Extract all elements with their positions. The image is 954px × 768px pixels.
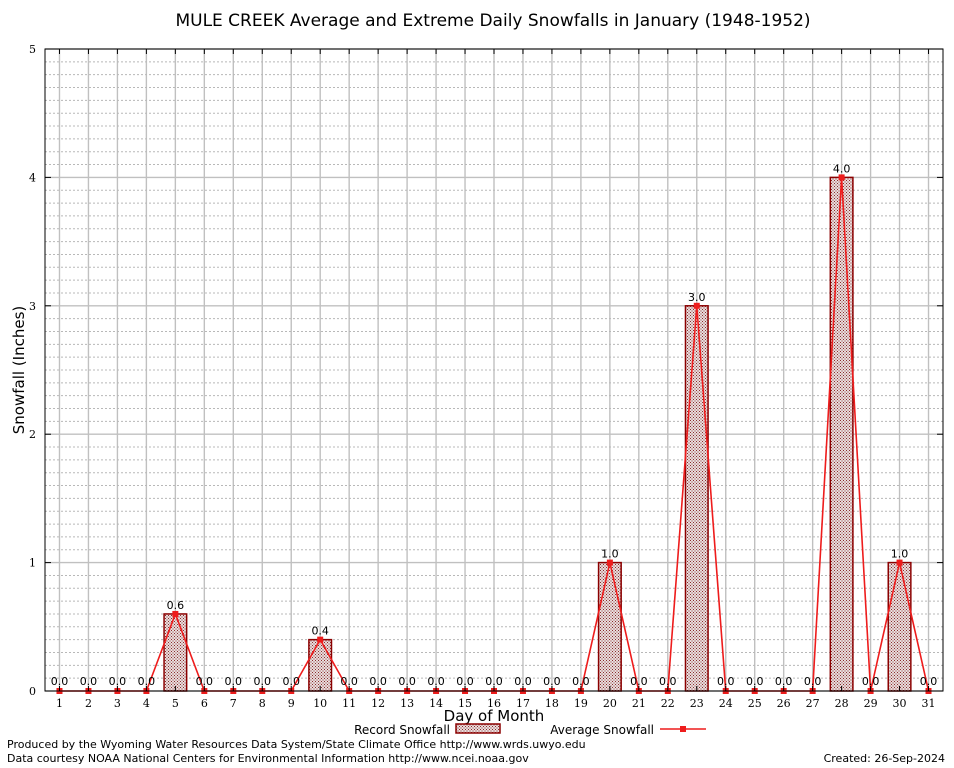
x-tick-label: 31 bbox=[922, 697, 936, 710]
footer-data-courtesy: Data courtesy NOAA National Centers for … bbox=[7, 752, 529, 765]
x-tick-label: 14 bbox=[429, 697, 443, 710]
y-tick-label: 3 bbox=[29, 300, 36, 313]
x-tick-label: 2 bbox=[85, 697, 92, 710]
record-bar bbox=[829, 176, 854, 692]
data-label: 0.0 bbox=[427, 675, 445, 688]
x-tick-label: 28 bbox=[835, 697, 849, 710]
x-tick-label: 9 bbox=[288, 697, 295, 710]
data-label: 3.0 bbox=[688, 291, 706, 304]
record-bar bbox=[597, 561, 622, 692]
legend-average-marker bbox=[680, 726, 686, 732]
x-tick-label: 5 bbox=[172, 697, 179, 710]
grid bbox=[45, 48, 943, 692]
x-axis-ticks: 1 2 3 4 5 6 7 8 9 10 11 12 13 14 15 16 17 18 19 20 21 22 23 24 2… bbox=[56, 49, 936, 710]
x-tick-label: 13 bbox=[400, 697, 414, 710]
data-label: 0.0 bbox=[572, 675, 590, 688]
y-tick-label: 4 bbox=[29, 171, 36, 184]
data-label: 0.0 bbox=[920, 675, 938, 688]
record-bar bbox=[308, 638, 333, 692]
data-label: 0.0 bbox=[369, 675, 387, 688]
x-tick-label: 27 bbox=[806, 697, 820, 710]
x-tick-label: 21 bbox=[632, 697, 646, 710]
data-label: 0.0 bbox=[398, 675, 416, 688]
x-tick-label: 24 bbox=[719, 697, 733, 710]
data-label: 0.0 bbox=[746, 675, 764, 688]
data-label: 0.0 bbox=[804, 675, 822, 688]
x-tick-label: 6 bbox=[201, 697, 208, 710]
data-label: 0.0 bbox=[543, 675, 561, 688]
data-label: 0.0 bbox=[196, 675, 214, 688]
x-tick-label: 17 bbox=[516, 697, 530, 710]
data-label: 4.0 bbox=[833, 162, 851, 175]
y-tick-label: 0 bbox=[29, 685, 36, 698]
x-tick-label: 26 bbox=[777, 697, 791, 710]
x-tick-label: 19 bbox=[574, 697, 588, 710]
data-label: 0.0 bbox=[254, 675, 272, 688]
x-tick-label: 20 bbox=[603, 697, 617, 710]
x-tick-label: 11 bbox=[342, 697, 356, 710]
data-label: 0.0 bbox=[775, 675, 793, 688]
x-tick-label: 1 bbox=[56, 697, 63, 710]
data-labels: 0.0 0.0 0.0 0.0 0.6 0.0 0.0 0.0 0.0 0.4 0.0 0.0 0.0 0… bbox=[51, 162, 938, 688]
y-axis-label: Snowfall (Inches) bbox=[10, 306, 28, 434]
record-bar bbox=[684, 305, 709, 692]
footer-created-date: Created: 26-Sep-2024 bbox=[824, 752, 945, 765]
x-tick-label: 10 bbox=[313, 697, 327, 710]
data-label: 0.0 bbox=[717, 675, 735, 688]
data-label: 0.0 bbox=[225, 675, 243, 688]
record-bar bbox=[887, 561, 912, 692]
record-bars bbox=[163, 176, 912, 692]
data-label: 0.0 bbox=[51, 675, 69, 688]
data-label: 0.0 bbox=[514, 675, 532, 688]
average-point bbox=[172, 610, 179, 617]
legend-average-label: Average Snowfall bbox=[550, 723, 654, 737]
data-label: 0.0 bbox=[80, 675, 98, 688]
average-point bbox=[896, 559, 903, 566]
x-tick-label: 23 bbox=[690, 697, 704, 710]
x-tick-label: 4 bbox=[143, 697, 150, 710]
x-tick-label: 30 bbox=[893, 697, 907, 710]
data-label: 1.0 bbox=[891, 548, 909, 561]
legend: Record Snowfall Average Snowfall bbox=[354, 723, 706, 737]
data-label: 0.0 bbox=[659, 675, 677, 688]
x-tick-label: 29 bbox=[864, 697, 878, 710]
x-tick-label: 7 bbox=[230, 697, 237, 710]
x-tick-label: 16 bbox=[487, 697, 501, 710]
average-point bbox=[838, 174, 845, 181]
x-tick-label: 12 bbox=[371, 697, 385, 710]
x-tick-label: 18 bbox=[545, 697, 559, 710]
data-label: 0.0 bbox=[282, 675, 300, 688]
y-tick-label: 1 bbox=[29, 557, 36, 570]
data-label: 0.4 bbox=[311, 625, 329, 638]
x-axis-label: Day of Month bbox=[444, 707, 545, 725]
x-tick-label: 25 bbox=[748, 697, 762, 710]
x-tick-label: 8 bbox=[259, 697, 266, 710]
data-label: 0.0 bbox=[138, 675, 156, 688]
data-label: 0.0 bbox=[109, 675, 127, 688]
data-label: 0.0 bbox=[862, 675, 880, 688]
legend-record-swatch bbox=[455, 723, 501, 734]
footer-produced-by: Produced by the Wyoming Water Resources … bbox=[7, 738, 586, 751]
y-tick-label: 2 bbox=[29, 428, 36, 441]
y-axis-ticks: 0 1 2 3 4 5 bbox=[29, 43, 943, 698]
data-label: 1.0 bbox=[601, 548, 619, 561]
average-point bbox=[317, 636, 324, 643]
legend-record-label: Record Snowfall bbox=[354, 723, 450, 737]
x-tick-label: 22 bbox=[661, 697, 675, 710]
chart-title: MULE CREEK Average and Extreme Daily Sno… bbox=[175, 11, 810, 31]
record-bar bbox=[163, 613, 188, 692]
data-label: 0.0 bbox=[485, 675, 503, 688]
data-label: 0.0 bbox=[456, 675, 474, 688]
data-label: 0.6 bbox=[167, 599, 185, 612]
data-label: 0.0 bbox=[340, 675, 358, 688]
average-point bbox=[693, 302, 700, 309]
data-label: 0.0 bbox=[630, 675, 648, 688]
average-point bbox=[606, 559, 613, 566]
x-tick-label: 3 bbox=[114, 697, 121, 710]
x-tick-label: 15 bbox=[458, 697, 472, 710]
y-tick-label: 5 bbox=[29, 43, 36, 56]
